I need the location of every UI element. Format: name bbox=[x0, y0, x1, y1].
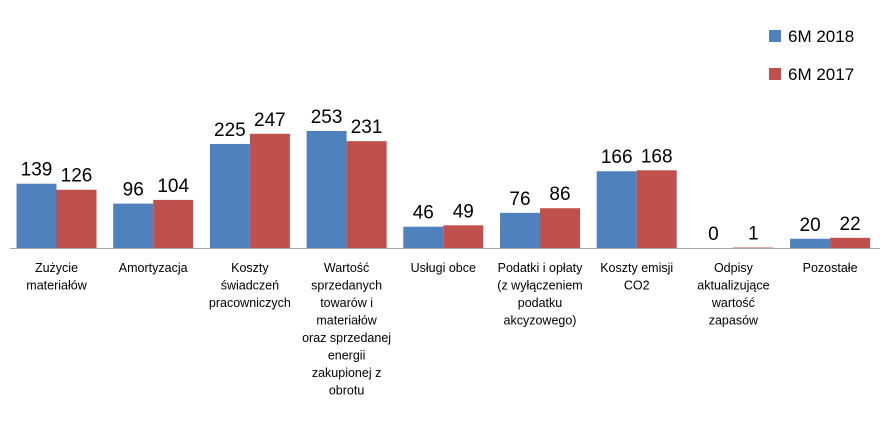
data-label-series2-0: 126 bbox=[61, 166, 93, 187]
category-label-line: aktualizujące bbox=[697, 279, 769, 293]
category-label-line: Wartość bbox=[324, 261, 369, 275]
category-label-8: Pozostałe bbox=[803, 261, 858, 275]
data-label-series1-7: 0 bbox=[708, 224, 719, 245]
data-label-series1-3: 253 bbox=[311, 107, 343, 128]
category-label-line: CO2 bbox=[624, 279, 650, 293]
category-label-line: obrotu bbox=[329, 384, 364, 398]
category-label-line: podatku bbox=[518, 296, 563, 310]
bar-series2-0 bbox=[56, 189, 97, 248]
bar-series1-1 bbox=[113, 203, 154, 248]
legend: 6M 2018 6M 2017 bbox=[769, 27, 854, 84]
category-label-line: zakupionej z bbox=[312, 366, 382, 380]
category-label-6: Koszty emisji CO2 bbox=[600, 261, 673, 293]
bar-series1-8 bbox=[790, 238, 831, 248]
category-label-line: Koszty bbox=[231, 261, 269, 275]
bar-series2-1 bbox=[153, 199, 194, 248]
category-label-line: zapasów bbox=[709, 314, 759, 328]
legend-swatch-series1 bbox=[769, 30, 781, 42]
bar-series2-5 bbox=[540, 208, 580, 248]
data-label-series2-4: 49 bbox=[453, 201, 474, 222]
category-label-line: Pozostałe bbox=[803, 261, 858, 275]
bar-series1-0 bbox=[16, 183, 57, 248]
category-label-5: Podatki i opłaty (z wyłączeniem podatku akc… bbox=[497, 261, 583, 328]
data-label-series1-8: 20 bbox=[800, 215, 821, 236]
data-label-series2-3: 231 bbox=[351, 117, 383, 138]
category-label-line: materiałów bbox=[316, 314, 377, 328]
bar-series1-6 bbox=[596, 171, 637, 248]
bar-series1-4 bbox=[403, 226, 444, 248]
data-label-series2-8: 22 bbox=[840, 214, 861, 235]
category-label-line: Odpisy bbox=[714, 261, 754, 275]
category-label-line: Zużycie bbox=[35, 261, 78, 275]
legend-label-series1: 6M 2018 bbox=[788, 27, 854, 46]
category-label-1: Amortyzacja bbox=[119, 261, 188, 275]
data-label-series1-2: 225 bbox=[214, 120, 246, 141]
category-label-line: Podatki i opłaty bbox=[498, 261, 584, 275]
category-label-7: Odpisy aktualizujące wartość zapasów bbox=[697, 261, 769, 328]
bar-series1-3 bbox=[306, 131, 347, 248]
data-label-series1-4: 46 bbox=[413, 203, 434, 224]
data-label-series1-6: 166 bbox=[601, 147, 633, 168]
category-label-line: świadczeń bbox=[221, 279, 279, 293]
bar-series2-8 bbox=[830, 237, 871, 248]
category-label-line: pracowniczych bbox=[209, 296, 291, 310]
bar-series2-3 bbox=[346, 141, 387, 248]
value-labels-layer: 139 126 96 104 225 247 253 231 46 49 76 86 166 168 0 1 2… bbox=[21, 107, 861, 245]
bar-series2-6 bbox=[636, 170, 677, 248]
data-label-series1-0: 139 bbox=[21, 160, 53, 181]
legend-swatch-series2 bbox=[769, 68, 781, 80]
bar-series1-2 bbox=[209, 143, 250, 248]
data-label-series2-2: 247 bbox=[254, 110, 286, 131]
category-label-0: Zużycie materiałów bbox=[26, 261, 87, 293]
data-label-series2-1: 104 bbox=[157, 176, 189, 197]
category-label-line: (z wyłączeniem bbox=[497, 279, 582, 293]
bars-layer bbox=[16, 131, 871, 248]
data-label-series1-5: 76 bbox=[509, 189, 530, 210]
category-label-line: towarów i bbox=[320, 296, 373, 310]
category-label-line: Koszty emisji bbox=[600, 261, 673, 275]
data-label-series1-1: 96 bbox=[123, 180, 144, 201]
category-label-line: oraz sprzedanej bbox=[302, 331, 391, 345]
category-labels-layer: Zużycie materiałów Amortyzacja Koszty świadc… bbox=[26, 261, 857, 398]
category-label-line: Amortyzacja bbox=[119, 261, 188, 275]
category-label-3: Wartość sprzedanych towarów i materiałów ora… bbox=[302, 261, 391, 398]
category-label-line: wartość bbox=[711, 296, 755, 310]
category-label-4: Usługi obce bbox=[411, 261, 476, 275]
category-label-line: Usługi obce bbox=[411, 261, 476, 275]
bar-series1-5 bbox=[500, 212, 540, 248]
category-label-line: energii bbox=[328, 349, 366, 363]
data-label-series2-5: 86 bbox=[549, 184, 570, 205]
category-label-line: sprzedanych bbox=[311, 279, 382, 293]
data-label-series2-6: 168 bbox=[641, 146, 673, 167]
legend-label-series2: 6M 2017 bbox=[788, 65, 854, 84]
bar-series2-4 bbox=[443, 225, 484, 248]
data-label-series2-7: 1 bbox=[748, 224, 759, 245]
bar-series2-2 bbox=[249, 133, 290, 248]
category-label-line: akcyzowego) bbox=[504, 314, 577, 328]
category-label-2: Koszty świadczeń pracowniczych bbox=[209, 261, 291, 310]
category-label-line: materiałów bbox=[26, 279, 87, 293]
